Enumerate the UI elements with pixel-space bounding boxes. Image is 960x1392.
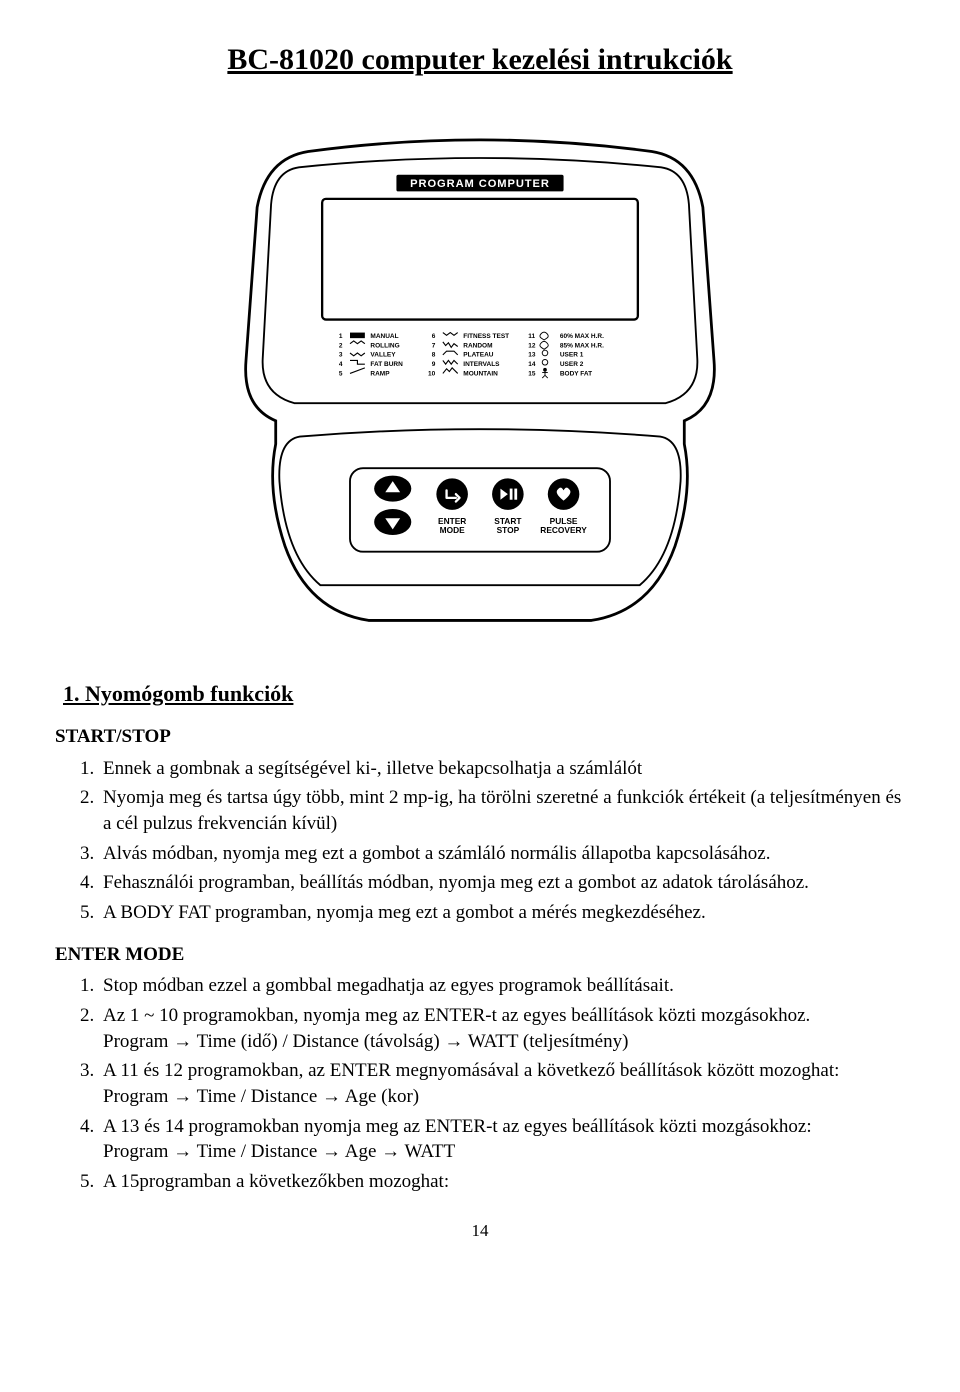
sub-line: Program → Time (idő) / Distance (távolsá… xyxy=(103,1029,905,1055)
svg-text:RAMP: RAMP xyxy=(370,370,390,377)
list-item: A 11 és 12 programokban, az ENTER megnyo… xyxy=(99,1058,905,1109)
svg-text:10: 10 xyxy=(428,370,436,377)
sub-line: Program → Time / Distance → Age (kor) xyxy=(103,1084,905,1110)
svg-text:STOP: STOP xyxy=(497,525,520,535)
svg-text:MOUNTAIN: MOUNTAIN xyxy=(463,370,498,377)
svg-text:60% MAX H.R.: 60% MAX H.R. xyxy=(560,333,604,340)
svg-text:RECOVERY: RECOVERY xyxy=(540,525,587,535)
svg-text:FITNESS TEST: FITNESS TEST xyxy=(463,333,509,340)
svg-text:VALLEY: VALLEY xyxy=(370,351,396,358)
svg-text:PROGRAM COMPUTER: PROGRAM COMPUTER xyxy=(410,177,550,189)
start-stop-label: START/STOP xyxy=(55,724,905,750)
list-item: A BODY FAT programban, nyomja meg ezt a … xyxy=(99,900,905,926)
svg-text:8: 8 xyxy=(432,351,436,358)
svg-text:9: 9 xyxy=(432,361,436,368)
list-item: A 13 és 14 programokban nyomja meg az EN… xyxy=(99,1114,905,1165)
svg-text:6: 6 xyxy=(432,333,436,340)
svg-text:15: 15 xyxy=(528,370,536,377)
list-item: Az 1 ~ 10 programokban, nyomja meg az EN… xyxy=(99,1003,905,1054)
svg-text:USER 2: USER 2 xyxy=(560,361,584,368)
sub-line: Program → Time / Distance → Age → WATT xyxy=(103,1139,905,1165)
svg-text:4: 4 xyxy=(339,361,343,368)
list-item: Nyomja meg és tartsa úgy több, mint 2 mp… xyxy=(99,785,905,836)
list-item-text: Az 1 ~ 10 programokban, nyomja meg az EN… xyxy=(103,1005,810,1026)
enter-mode-list: Stop módban ezzel a gombbal megadhatja a… xyxy=(55,973,905,1194)
page-number: 14 xyxy=(55,1220,905,1243)
svg-text:INTERVALS: INTERVALS xyxy=(463,361,500,368)
svg-text:12: 12 xyxy=(528,342,536,349)
svg-text:MANUAL: MANUAL xyxy=(370,333,398,340)
svg-text:13: 13 xyxy=(528,351,536,358)
svg-text:PLATEAU: PLATEAU xyxy=(463,351,494,358)
svg-text:USER 1: USER 1 xyxy=(560,351,584,358)
list-item-text: A 13 és 14 programokban nyomja meg az EN… xyxy=(103,1116,812,1137)
svg-text:11: 11 xyxy=(528,333,535,340)
svg-text:7: 7 xyxy=(432,342,436,349)
svg-text:MODE: MODE xyxy=(440,525,465,535)
svg-text:14: 14 xyxy=(528,361,536,368)
svg-text:FAT BURN: FAT BURN xyxy=(370,361,403,368)
page-title: BC-81020 computer kezelési intrukciók xyxy=(55,40,905,81)
svg-text:RANDOM: RANDOM xyxy=(463,342,492,349)
list-item: A 15programban a következőkben mozoghat: xyxy=(99,1169,905,1195)
list-item: Ennek a gombnak a segítségével ki-, ille… xyxy=(99,756,905,782)
section-heading: 1. Nyomógomb funkciók xyxy=(63,679,905,709)
svg-text:85% MAX H.R.: 85% MAX H.R. xyxy=(560,342,604,349)
list-item: Alvás módban, nyomja meg ezt a gombot a … xyxy=(99,841,905,867)
svg-text:BODY FAT: BODY FAT xyxy=(560,370,592,377)
list-item-text: A 11 és 12 programokban, az ENTER megnyo… xyxy=(103,1060,839,1081)
svg-text:1: 1 xyxy=(339,333,343,340)
svg-text:3: 3 xyxy=(339,351,343,358)
list-item: Fehasználói programban, beállítás módban… xyxy=(99,870,905,896)
console-illustration: PROGRAM COMPUTER 1 MANUAL 2 ROLLING 3 VALLE… xyxy=(220,109,740,649)
svg-text:2: 2 xyxy=(339,342,343,349)
svg-text:ROLLING: ROLLING xyxy=(370,342,399,349)
start-stop-list: Ennek a gombnak a segítségével ki-, ille… xyxy=(55,756,905,926)
svg-text:5: 5 xyxy=(339,370,343,377)
list-item: Stop módban ezzel a gombbal megadhatja a… xyxy=(99,973,905,999)
enter-mode-label: ENTER MODE xyxy=(55,942,905,968)
